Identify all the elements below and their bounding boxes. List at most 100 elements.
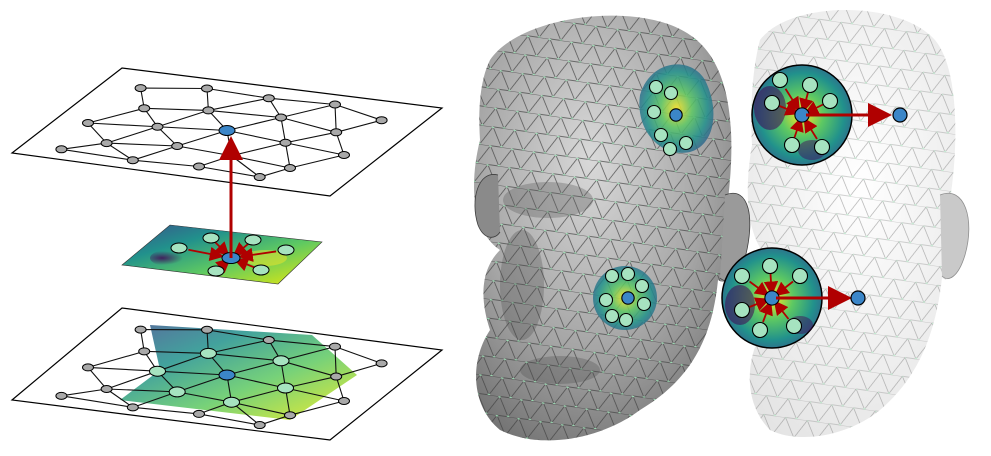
gray-node [262,336,275,345]
gray-node [82,363,94,372]
graph-edge [144,350,209,354]
red-arrow [759,300,773,323]
graph-edge [285,142,345,156]
gray-node [284,164,296,172]
graph-edge [208,97,269,111]
graph-edge [268,97,336,106]
green-node [791,267,809,285]
input-graph-nodes [55,325,388,430]
green-node [785,317,803,335]
gray-node [134,325,147,334]
graph-edge [87,367,108,390]
gray-node [55,391,68,400]
graph-edge [157,109,209,128]
graph-edge [157,126,228,132]
ear-left [474,174,501,238]
green-node [771,71,789,89]
green-node [636,296,652,312]
red-arrow [803,117,818,140]
gray-node [329,342,341,351]
blue-node [218,369,236,381]
graph-edge [87,350,145,368]
green-node [733,267,751,285]
graph-edge [106,388,134,408]
green-node [277,382,294,394]
graph-edge [132,159,200,168]
graph-edge [280,116,337,133]
green-node [244,234,262,246]
gray-node [330,372,343,381]
blue-node [669,108,683,122]
green-node [801,76,819,94]
red-arrow [748,280,770,297]
gray-node [375,359,388,368]
graph-edge [198,413,260,426]
green-node [252,264,270,276]
graph-edge [206,87,269,99]
gray-node [100,385,113,393]
blue-node [850,290,866,306]
gray-node [134,84,147,93]
graph-edge [87,122,158,128]
graph-edge [334,346,382,364]
head-mesh [474,15,751,441]
graph-edge [87,107,145,124]
red-arrow [773,300,790,320]
graph-edge [226,374,286,389]
gray-node [262,94,275,103]
green-node [646,104,662,120]
graph-edge [106,370,158,390]
gray-node [138,347,151,356]
kernel-disk-top [751,64,908,166]
red-arrow [213,240,230,257]
green-node [751,321,769,339]
graph-edge [336,119,382,133]
green-node [598,292,614,308]
graph-edge [226,116,282,132]
gray-node [126,156,139,165]
graph-edge [198,165,260,178]
graph-edge [335,376,345,402]
graph-edge [157,370,228,376]
graph-edge [334,346,337,377]
graph-edge [285,387,345,402]
green-node [763,94,781,112]
graph-edge [268,339,336,348]
input-graph-layer [10,307,444,441]
gray-node [375,116,388,125]
graph-edge [280,346,336,362]
green-node [223,396,240,408]
green-node [604,268,620,284]
green-node [199,347,217,359]
red-arrow [233,257,256,272]
green-node [648,79,664,95]
head-mesh-faded [747,10,970,438]
green-node [821,92,839,110]
blue-node [621,291,635,305]
gray-node [279,138,292,147]
gray-node [126,403,139,412]
green-node [170,242,188,254]
graph-edge [289,400,345,416]
graph-edge [132,145,178,161]
graph-edge [280,117,287,143]
gray-node [193,162,205,171]
graph-edge [334,103,382,121]
gray-node [151,122,164,131]
graph-edge [157,352,209,372]
graph-edge [61,388,107,397]
mesh-patch-cheek [593,266,657,330]
graph-convolution-schematic [10,67,444,441]
input-graph-edges [61,329,382,426]
green-node [604,308,620,324]
red-arrow [238,247,277,262]
green-node [653,127,669,143]
red-arrow [779,102,800,116]
graph-edge [231,387,286,403]
graph-edge [61,148,133,161]
green-node [149,365,166,377]
gray-node [202,106,215,115]
kernel-patch-nodes [170,232,295,277]
